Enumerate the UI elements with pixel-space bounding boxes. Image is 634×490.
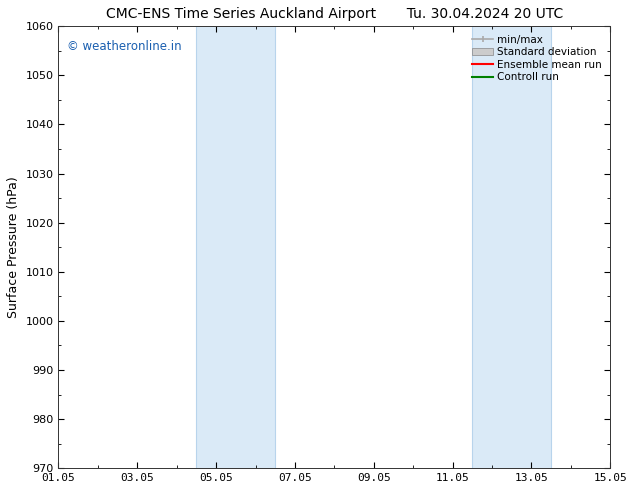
Bar — [197, 26, 275, 468]
Bar — [472, 26, 551, 468]
Y-axis label: Surface Pressure (hPa): Surface Pressure (hPa) — [7, 176, 20, 318]
Text: © weatheronline.in: © weatheronline.in — [67, 40, 181, 52]
Title: CMC-ENS Time Series Auckland Airport       Tu. 30.04.2024 20 UTC: CMC-ENS Time Series Auckland Airport Tu.… — [106, 7, 563, 21]
Legend: min/max, Standard deviation, Ensemble mean run, Controll run: min/max, Standard deviation, Ensemble me… — [468, 30, 606, 87]
